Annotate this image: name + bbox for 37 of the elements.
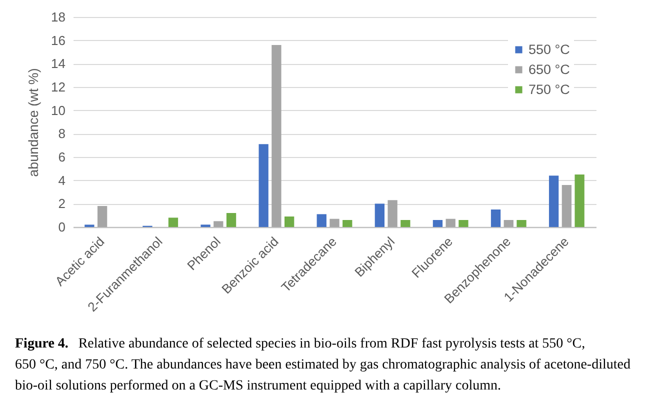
bar [97,206,108,227]
bar [272,45,282,227]
y-tick-label: 18 [51,10,66,24]
bar [214,221,224,227]
bar [432,220,443,227]
bar [226,213,236,227]
bar [504,220,514,227]
y-tick-label: 8 [58,126,66,142]
bar [400,220,410,227]
y-tick-label: 14 [51,56,66,72]
bar [258,144,268,227]
y-tick-label: 12 [51,80,66,94]
bar [516,220,526,227]
y-tick-label: 10 [51,102,66,118]
legend-label: 750 °C [528,82,570,97]
y-tick-label: 6 [58,150,66,164]
bar [574,174,584,227]
caption: Figure 4. Relative abundance of selected species in bio-oils from RDF fast pyrolysis tests at 550 °C, 650 °C, and 750 °C. The abundances have been estimated by gas chromatographic analysis of acetone-diluted bio-oil solutions performed on a GC-MS instrument equipped with a capillary column. [15,336,630,394]
bar [284,216,294,227]
bar [388,200,398,227]
y-tick-label: 16 [51,32,66,48]
bar [168,218,178,227]
y-tick-label: 4 [58,172,66,188]
y-tick-label: 0 [58,220,66,234]
bar [490,210,501,227]
bar [458,220,468,227]
bar [548,176,559,227]
bar [342,220,352,227]
legend-label: 550 °C [528,42,570,57]
bar [330,218,340,227]
bar [446,218,456,227]
bar [316,214,326,227]
y-tick-label: 2 [58,196,66,212]
bar [562,185,572,227]
bar [374,204,384,227]
y-axis-title: abundance (wt %) [26,68,42,177]
legend-label: 650 °C [528,62,570,77]
